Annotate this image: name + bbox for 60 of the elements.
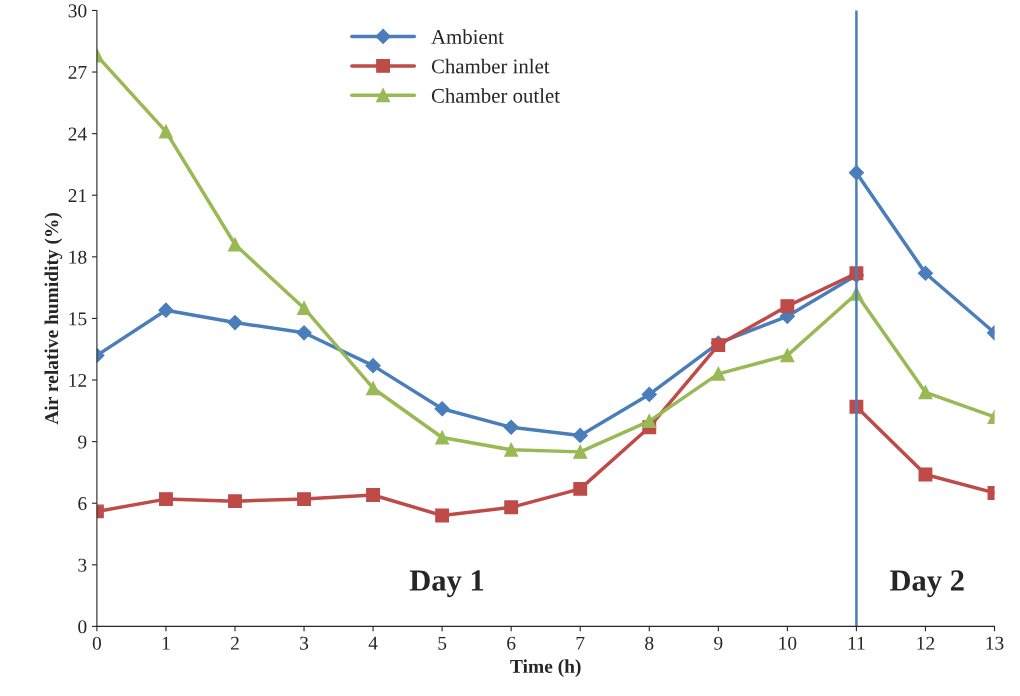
point xyxy=(366,381,381,396)
x-tick-label: 9 xyxy=(714,636,723,650)
x-tick-label: 7 xyxy=(576,636,585,650)
y-tick-label: 30 xyxy=(68,4,87,18)
y-tick-label: 12 xyxy=(69,373,87,387)
x-tick-label: 10 xyxy=(779,636,797,650)
y-tick-label: 15 xyxy=(69,312,87,326)
y-tick-label: 24 xyxy=(68,127,87,141)
x-tick-label: 0 xyxy=(92,636,102,650)
y-tick-label: 21 xyxy=(68,189,87,202)
y-axis-title: Air relative humidity (%) xyxy=(44,212,63,425)
legend-label: Chamber outlet xyxy=(431,88,560,103)
x-tick-label: 11 xyxy=(848,636,865,650)
point xyxy=(711,366,726,381)
point xyxy=(228,494,242,509)
point xyxy=(572,427,588,444)
annotation: Day 1 xyxy=(409,570,484,598)
y-tick-label: 18 xyxy=(69,250,87,264)
y-tick-label: 6 xyxy=(78,497,87,511)
y-tick-label: 27 xyxy=(68,65,87,79)
y-tick-label: 0 xyxy=(78,620,87,634)
point xyxy=(917,265,934,281)
point xyxy=(159,124,173,139)
legend-label: Ambient xyxy=(431,29,504,44)
legend-label: Chamber inlet xyxy=(431,58,550,74)
x-tick-label: 4 xyxy=(368,636,378,650)
x-tick-label: 8 xyxy=(645,636,654,650)
y-tick-label: 3 xyxy=(78,558,87,572)
y-tick-label: 9 xyxy=(78,435,87,449)
point xyxy=(297,492,311,507)
point xyxy=(435,508,450,523)
point xyxy=(434,401,450,417)
x-tick-label: 2 xyxy=(230,636,239,650)
point xyxy=(918,385,933,400)
point xyxy=(642,414,657,429)
point xyxy=(435,430,450,445)
point xyxy=(780,348,795,363)
point xyxy=(780,299,795,314)
point xyxy=(297,301,311,316)
point xyxy=(158,302,174,318)
point xyxy=(573,481,588,496)
x-tick-label: 1 xyxy=(162,636,170,650)
point xyxy=(366,488,381,502)
x-tick-label: 12 xyxy=(917,636,935,650)
point xyxy=(227,314,243,331)
x-tick-label: 13 xyxy=(986,636,1004,650)
point xyxy=(228,237,242,252)
point xyxy=(503,419,519,435)
annotation: Day 2 xyxy=(889,570,964,598)
point xyxy=(296,325,312,341)
point xyxy=(159,492,173,507)
x-tick-label: 3 xyxy=(300,636,309,650)
x-axis-title: Time (h) xyxy=(510,659,581,677)
point xyxy=(573,444,588,459)
point xyxy=(641,386,657,402)
point xyxy=(504,500,519,515)
x-tick-label: 5 xyxy=(438,636,447,650)
point xyxy=(365,358,381,374)
x-tick-label: 6 xyxy=(507,636,516,650)
point xyxy=(504,442,519,457)
